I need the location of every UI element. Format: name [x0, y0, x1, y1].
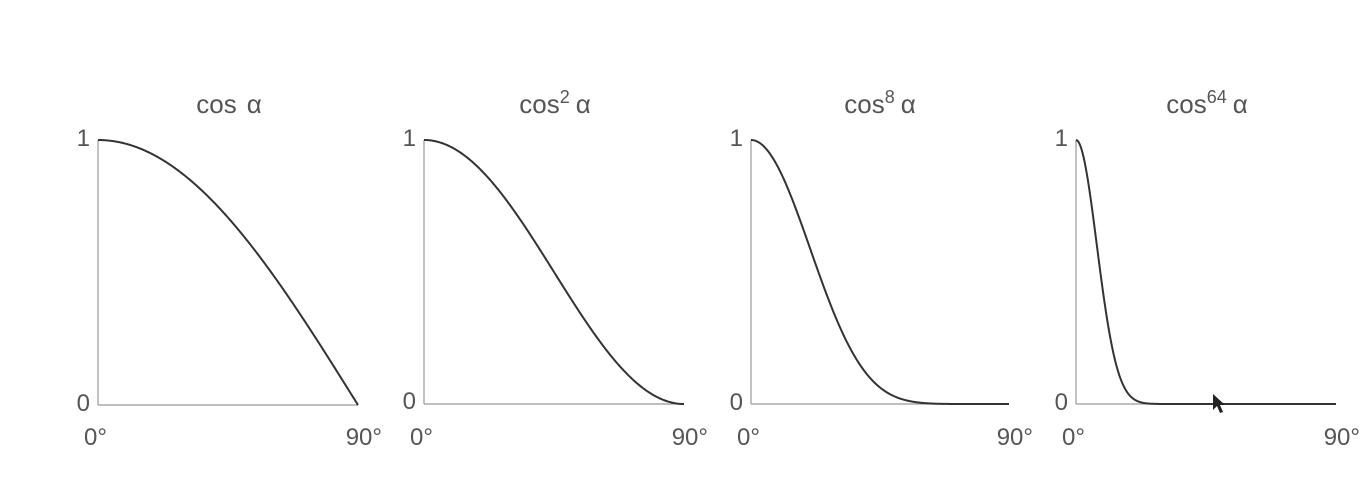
chart-title-base: cos — [1166, 89, 1206, 119]
chart-title-exponent: 2 — [560, 87, 570, 107]
x-tick-label-90: 90° — [1324, 424, 1360, 451]
curve-line — [750, 139, 1009, 405]
chart-panel-2: cos2 α 1 0 0° 90° — [403, 87, 708, 451]
y-tick-label-1: 1 — [403, 125, 416, 152]
x-tick-label-90: 90° — [346, 424, 382, 451]
chart-title: cos2 α — [519, 87, 591, 119]
chart-title: cos α — [196, 89, 262, 119]
x-tick-label-90: 90° — [672, 424, 708, 451]
curve-line — [423, 139, 685, 405]
chart-title-variable: α — [576, 89, 591, 119]
y-tick-label-0: 0 — [1055, 389, 1068, 416]
y-tick-label-0: 0 — [77, 390, 90, 417]
chart-title-exponent: 8 — [885, 87, 895, 107]
curve-line — [1075, 139, 1336, 405]
chart-title: cos64 α — [1166, 87, 1248, 119]
chart-title-exponent: 64 — [1207, 87, 1227, 107]
y-tick-label-1: 1 — [730, 125, 743, 152]
y-tick-label-1: 1 — [1055, 125, 1068, 152]
curve-line — [97, 139, 359, 406]
chart-title: cos8 α — [844, 87, 916, 119]
x-tick-label-0: 0° — [737, 424, 760, 451]
chart-panel-3: cos8 α 1 0 0° 90° — [730, 87, 1033, 451]
chart-title-base: cos — [844, 89, 884, 119]
y-tick-label-0: 0 — [403, 388, 416, 415]
chart-title-variable: α — [901, 89, 916, 119]
y-tick-label-1: 1 — [77, 125, 90, 152]
chart-title-base: cos — [196, 89, 236, 119]
x-tick-label-90: 90° — [997, 424, 1033, 451]
chart-title-base: cos — [519, 89, 559, 119]
chart-title-variable: α — [247, 89, 262, 119]
x-tick-label-0: 0° — [84, 424, 107, 451]
mouse-pointer-icon — [1213, 394, 1225, 413]
chart-panel-4: cos64 α 1 0 0° 90° — [1055, 87, 1360, 451]
x-tick-label-0: 0° — [1062, 424, 1085, 451]
chart-panel-1: cos α 1 0 0° 90° — [77, 89, 382, 451]
chart-title-variable: α — [1233, 89, 1248, 119]
y-tick-label-0: 0 — [730, 389, 743, 416]
x-tick-label-0: 0° — [410, 424, 433, 451]
